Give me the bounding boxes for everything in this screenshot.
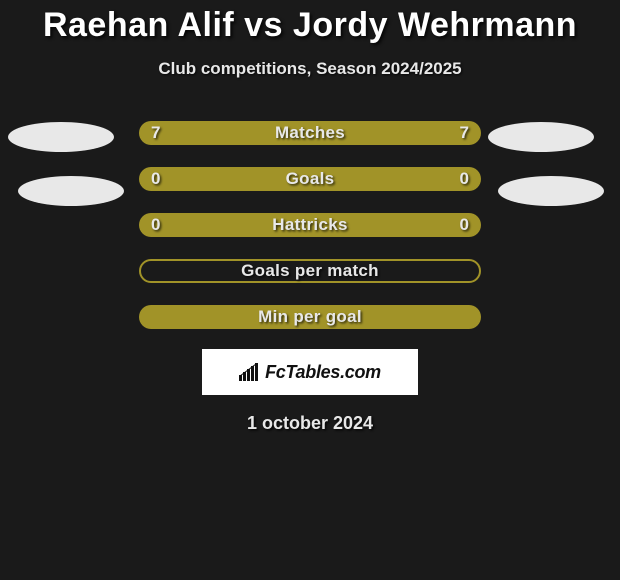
stat-bar: 0 Goals 0 xyxy=(139,167,481,191)
brand-badge[interactable]: FcTables.com xyxy=(202,349,418,395)
stat-bar: 7 Matches 7 xyxy=(139,121,481,145)
stat-row: Min per goal xyxy=(0,305,620,329)
stat-label: Min per goal xyxy=(258,307,362,327)
stat-bar: Goals per match xyxy=(139,259,481,283)
brand-text: FcTables.com xyxy=(265,362,381,383)
stat-value-left: 0 xyxy=(151,213,160,237)
stat-label: Hattricks xyxy=(272,215,347,235)
subtitle: Club competitions, Season 2024/2025 xyxy=(0,59,620,79)
comparison-card: Raehan Alif vs Jordy Wehrmann Club compe… xyxy=(0,0,620,580)
stat-label: Goals per match xyxy=(241,261,379,281)
page-title: Raehan Alif vs Jordy Wehrmann xyxy=(0,6,620,45)
stat-label: Matches xyxy=(275,123,345,143)
stat-value-left: 7 xyxy=(151,121,160,145)
bars-icon xyxy=(239,363,261,381)
stat-row: 0 Goals 0 xyxy=(0,167,620,191)
stat-value-right: 0 xyxy=(460,213,469,237)
stat-bar: Min per goal xyxy=(139,305,481,329)
stat-value-right: 7 xyxy=(460,121,469,145)
stat-label: Goals xyxy=(286,169,335,189)
stat-value-left: 0 xyxy=(151,167,160,191)
stat-value-right: 0 xyxy=(460,167,469,191)
stat-row: 0 Hattricks 0 xyxy=(0,213,620,237)
stat-bar: 0 Hattricks 0 xyxy=(139,213,481,237)
date-text: 1 october 2024 xyxy=(0,413,620,434)
stat-row: 7 Matches 7 xyxy=(0,121,620,145)
stat-row: Goals per match xyxy=(0,259,620,283)
stat-rows: 7 Matches 7 0 Goals 0 0 Hattricks 0 Goals per mat… xyxy=(0,121,620,329)
